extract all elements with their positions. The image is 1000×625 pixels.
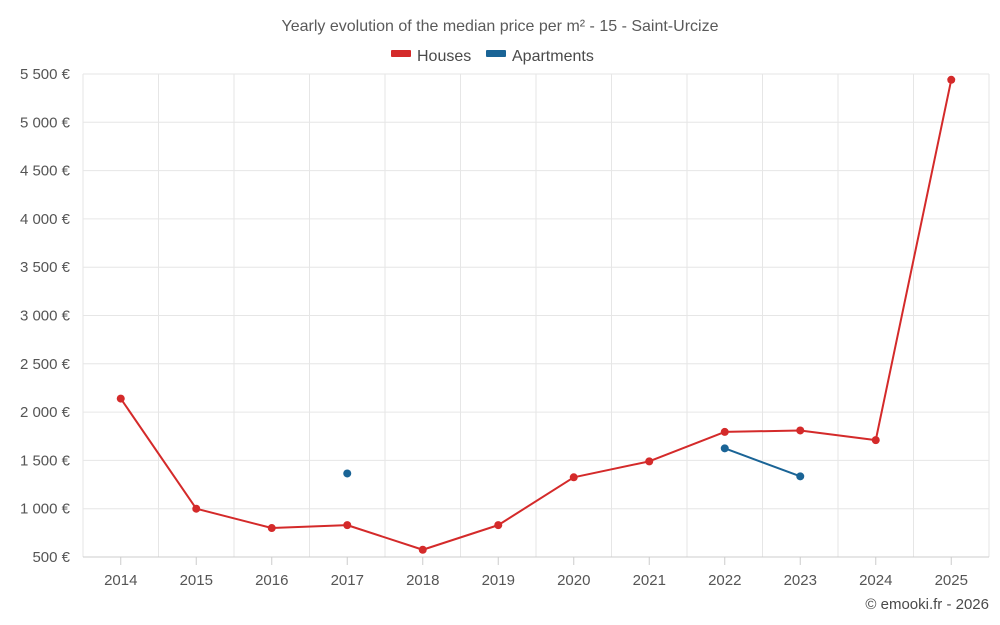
data-point-houses-2018[interactable] [418,545,427,554]
data-point-houses-2024[interactable] [871,436,880,445]
y-tick-label: 1 000 € [20,501,71,518]
data-point-houses-2017[interactable] [343,521,352,530]
y-tick-label: 5 500 € [20,66,71,83]
data-point-houses-2015[interactable] [192,504,201,513]
data-point-houses-2016[interactable] [267,524,276,533]
credit-text: © emooki.fr - 2026 [865,596,989,613]
x-tick-label: 2015 [180,572,213,589]
data-point-houses-2014[interactable] [116,394,125,403]
series-points [116,75,956,554]
legend-swatch-houses[interactable] [391,50,411,57]
legend-swatch-apartments[interactable] [486,50,506,57]
data-point-apartments-2017[interactable] [343,469,352,478]
series-line-houses [119,79,953,551]
x-tick-label: 2018 [406,572,439,589]
data-point-houses-2022[interactable] [720,427,729,436]
series-line-apartments [724,447,801,478]
x-tick-label: 2023 [784,572,817,589]
y-tick-label: 3 000 € [20,308,71,325]
y-tick-label: 500 € [32,549,70,566]
x-axis: 2014 2015 2016 2017 2018 2019 2020 2021 2022 2023… [83,556,989,589]
series-lines [119,79,953,551]
x-tick-label: 2022 [708,572,741,589]
legend-label-apartments[interactable]: Apartments [512,48,594,65]
data-point-apartments-2023[interactable] [796,472,805,481]
data-point-houses-2025[interactable] [947,75,956,84]
y-tick-label: 3 500 € [20,259,71,276]
y-axis: 500 € 1 000 € 1 500 € 2 000 € 2 500 € 3 000 €… [20,66,71,566]
y-tick-label: 1 500 € [20,452,71,469]
gridlines [82,73,990,558]
x-tick-label: 2025 [935,572,968,589]
legend[interactable]: Houses Apartments [391,48,594,65]
x-tick-label: 2014 [104,572,137,589]
data-point-houses-2023[interactable] [796,426,805,435]
chart-title: Yearly evolution of the median price per… [282,18,719,35]
data-point-houses-2019[interactable] [494,521,503,530]
data-point-houses-2020[interactable] [569,473,578,482]
data-point-apartments-2022[interactable] [720,444,729,453]
data-point-houses-2021[interactable] [645,457,654,466]
x-tick-label: 2021 [633,572,666,589]
x-tick-label: 2017 [331,572,364,589]
legend-label-houses[interactable]: Houses [417,48,471,65]
y-tick-label: 4 500 € [20,163,71,180]
x-tick-label: 2019 [482,572,515,589]
y-tick-label: 5 000 € [20,114,71,131]
y-tick-label: 2 000 € [20,404,71,421]
x-tick-label: 2016 [255,572,288,589]
y-tick-label: 4 000 € [20,211,71,228]
x-tick-label: 2024 [859,572,892,589]
x-tick-label: 2020 [557,572,590,589]
y-tick-label: 2 500 € [20,356,71,373]
